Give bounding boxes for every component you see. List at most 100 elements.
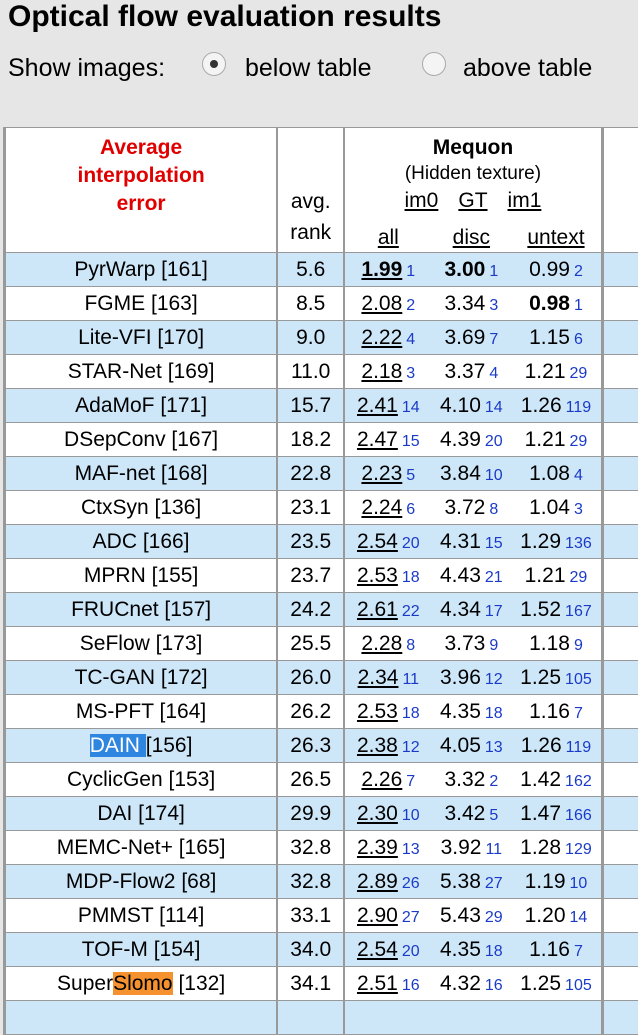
cut-column (602, 899, 638, 933)
score-value[interactable]: 2.23 (361, 462, 402, 485)
score-value[interactable]: 2.54 (357, 530, 398, 553)
cut-column (602, 559, 638, 593)
method-name: DSepConv [167] (64, 428, 218, 451)
method-cell: CtxSyn [136] (5, 491, 278, 525)
score-value[interactable]: 2.30 (357, 802, 398, 825)
image-link[interactable]: im0 (405, 189, 439, 212)
method-cell: MAF-net [168] (5, 457, 278, 491)
score-rank: 29 (570, 365, 588, 382)
column-header[interactable]: disc (453, 226, 490, 249)
score-rank: 4 (489, 365, 498, 382)
radio-above[interactable] (422, 52, 446, 76)
score-value[interactable]: 2.24 (361, 496, 402, 519)
column-header[interactable]: untext (527, 226, 584, 249)
cut-column (602, 831, 638, 865)
score-rank: 18 (485, 705, 503, 722)
method-header: interpolation (6, 162, 276, 190)
column-header[interactable]: all (378, 226, 399, 249)
cut-column (602, 355, 638, 389)
score-value[interactable]: 2.22 (361, 326, 402, 349)
score-value[interactable]: 2.53 (357, 564, 398, 587)
cut-column (602, 321, 638, 355)
score-rank: 129 (565, 841, 592, 858)
method-cell: PyrWarp [161] (5, 253, 278, 287)
score-value[interactable]: 2.28 (361, 632, 402, 655)
score-value[interactable]: 2.26 (361, 768, 402, 791)
method-name: MAF-net [168] (75, 462, 208, 485)
score-value: 4.35 (440, 700, 481, 723)
score-value[interactable]: 2.61 (357, 598, 398, 621)
score-value[interactable]: 2.34 (358, 666, 399, 689)
method-name: SeFlow [173] (80, 632, 203, 655)
method-name: MDP-Flow2 [68] (66, 870, 217, 893)
avg-rank: 9.0 (277, 321, 344, 355)
score-value[interactable]: 2.89 (357, 870, 398, 893)
score-value: 3.00 (444, 258, 485, 281)
score-value: 4.35 (440, 938, 481, 961)
score-value[interactable]: 2.18 (361, 360, 402, 383)
score-value[interactable]: 1.99 (361, 258, 402, 281)
score-rank: 136 (565, 535, 592, 552)
dataset-name: Mequon (345, 134, 600, 162)
option-label[interactable]: below table (245, 54, 371, 83)
score-rank: 12 (485, 671, 503, 688)
cut-column (602, 491, 638, 525)
score-value[interactable]: 2.39 (357, 836, 398, 859)
score-value[interactable]: 2.41 (357, 394, 398, 417)
score-value[interactable]: 2.90 (357, 904, 398, 927)
score-rank: 16 (402, 977, 420, 994)
score-value[interactable]: 2.51 (357, 972, 398, 995)
method-name: FRUCnet [157] (71, 598, 211, 621)
column-header-cell: untext (511, 218, 602, 253)
score-value[interactable]: 2.08 (361, 292, 402, 315)
avg-rank: 34.0 (277, 933, 344, 967)
cut-column (602, 729, 638, 763)
score-rank: 1 (489, 263, 498, 280)
image-link[interactable]: im1 (508, 189, 542, 212)
method-name: [156] (146, 734, 193, 757)
score-rank: 6 (574, 331, 583, 348)
score-rank: 20 (402, 535, 420, 552)
avg-rank: 34.1 (277, 967, 344, 1001)
score-value: 1.16 (529, 700, 570, 723)
method-cell: FGME [163] (5, 287, 278, 321)
score-rank: 7 (574, 705, 583, 722)
image-link[interactable]: GT (458, 189, 487, 212)
score-rank: 27 (485, 875, 503, 892)
empty-cell (511, 1001, 602, 1035)
score-value: 1.28 (520, 836, 561, 859)
score-value: 4.31 (440, 530, 481, 553)
score-rank: 119 (566, 739, 592, 756)
score-value[interactable]: 2.47 (357, 428, 398, 451)
score-value[interactable]: 2.53 (357, 700, 398, 723)
score-value[interactable]: 2.54 (357, 938, 398, 961)
method-name: Lite-VFI [170] (78, 326, 204, 349)
avg-rank: 26.0 (277, 661, 344, 695)
method-cell: MDP-Flow2 [68] (5, 865, 278, 899)
radio-below[interactable] (202, 52, 226, 76)
score-rank: 8 (489, 501, 498, 518)
score-value[interactable]: 2.38 (357, 734, 398, 757)
option-label[interactable]: above table (463, 54, 592, 83)
method-name: PMMST [114] (78, 904, 204, 927)
